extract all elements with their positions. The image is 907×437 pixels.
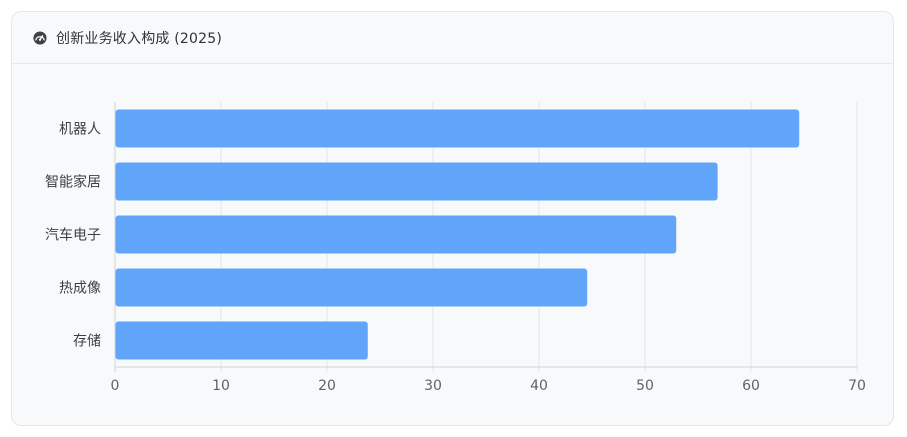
y-category-label: 智能家居 (45, 174, 101, 191)
card-header: 创新业务收入构成 (2025) (12, 12, 893, 64)
gauge-icon (33, 30, 47, 45)
bar[interactable] (115, 268, 588, 307)
bar[interactable] (115, 109, 800, 148)
bar[interactable] (115, 162, 718, 201)
bar[interactable] (115, 321, 368, 360)
x-tick-label: 20 (318, 378, 336, 394)
x-tick-label: 40 (530, 378, 548, 394)
x-tick-label: 30 (424, 378, 442, 394)
bar[interactable] (115, 215, 677, 254)
x-tick-label: 0 (111, 378, 120, 394)
chart-title: 创新业务收入构成 (2025) (56, 30, 223, 47)
x-tick-label: 10 (212, 378, 230, 394)
y-category-label: 存储 (73, 334, 101, 350)
chart-card: 创新业务收入构成 (2025) 机器人智能家居汽车电子热成像存储 0 10 20 30… (11, 11, 894, 426)
x-tick-label: 70 (848, 378, 866, 394)
bars (115, 109, 800, 360)
y-category-label: 汽车电子 (45, 227, 101, 244)
x-axis: 0 10 20 30 40 50 60 70 (111, 366, 866, 394)
y-category-label: 机器人 (59, 122, 101, 138)
y-category-label: 热成像 (59, 281, 101, 297)
x-tick-label: 50 (636, 378, 654, 394)
x-tick-label: 60 (742, 378, 760, 394)
